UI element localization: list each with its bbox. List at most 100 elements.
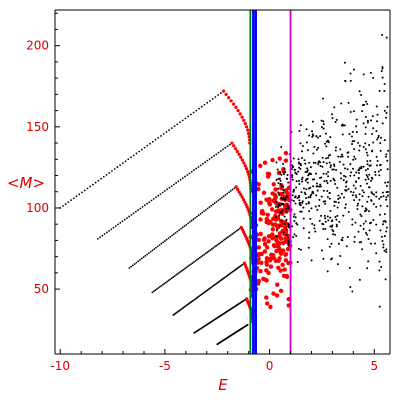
- black-cloud-point: [341, 236, 344, 239]
- black-branch-point: [195, 167, 198, 170]
- black-branch-point: [111, 170, 113, 172]
- black-cloud-point: [339, 155, 342, 158]
- black-branch-point: [185, 266, 188, 269]
- red-cloud-point: [276, 265, 281, 270]
- black-cloud-point: [362, 145, 365, 148]
- black-cloud-point: [339, 172, 342, 175]
- black-cloud-point: [295, 234, 298, 237]
- red-cloud-point: [266, 239, 271, 244]
- black-cloud-point: [361, 189, 364, 192]
- black-branch-point: [132, 212, 135, 215]
- red-cloud-point: [256, 186, 261, 192]
- black-cloud-point: [322, 97, 325, 100]
- black-cloud-point: [337, 155, 340, 158]
- black-cloud-point: [369, 119, 372, 122]
- black-branch-point: [178, 229, 181, 232]
- black-branch-point: [170, 185, 173, 188]
- black-branch-point: [169, 278, 172, 281]
- black-branch-point: [175, 182, 177, 184]
- black-cloud-point: [291, 164, 294, 167]
- black-cloud-point: [378, 89, 381, 92]
- black-branch-point: [133, 263, 136, 265]
- red-arc-point: [229, 99, 233, 103]
- black-cloud-point: [315, 148, 318, 151]
- red-cloud-point: [266, 171, 272, 177]
- black-branch-point: [226, 145, 229, 148]
- black-cloud-point: [326, 139, 329, 142]
- red-arc-point: [244, 167, 249, 171]
- black-branch-point: [159, 193, 162, 196]
- red-cloud-point: [274, 293, 280, 298]
- black-cloud-point: [280, 197, 283, 200]
- red-arc-point: [236, 187, 240, 192]
- black-branch-point: [158, 244, 161, 246]
- black-cloud-point: [344, 175, 347, 178]
- black-cloud-point: [298, 166, 301, 169]
- black-cloud-point: [334, 183, 337, 186]
- black-cloud-point: [371, 115, 374, 118]
- black-cloud-point: [299, 124, 302, 127]
- black-branch-point: [204, 208, 207, 211]
- black-cloud-point: [381, 191, 384, 194]
- black-branch-point: [139, 207, 142, 210]
- black-cloud-point: [328, 245, 331, 248]
- black-cloud-point: [381, 76, 384, 79]
- red-arc-point: [232, 144, 236, 148]
- black-cloud-point: [301, 157, 304, 160]
- black-cloud-point: [347, 155, 350, 158]
- black-cloud-point: [275, 229, 278, 232]
- black-cloud-point: [366, 163, 369, 166]
- black-branch-point: [67, 201, 70, 204]
- black-cloud-point: [328, 197, 331, 200]
- black-cloud-point: [292, 157, 295, 160]
- black-branch-point: [100, 177, 102, 180]
- black-cloud-point: [374, 171, 377, 174]
- data-marks: [59, 33, 390, 346]
- black-cloud-point: [322, 120, 325, 123]
- black-cloud-point: [346, 236, 349, 239]
- black-cloud-point: [354, 180, 357, 183]
- black-branch-point: [155, 196, 157, 199]
- red-cloud-point: [275, 282, 280, 287]
- black-branch-point: [102, 175, 105, 178]
- red-arc-point: [230, 141, 234, 145]
- black-cloud-point: [369, 71, 372, 74]
- black-cloud-point: [366, 160, 369, 163]
- black-cloud-point: [336, 206, 339, 209]
- red-cloud-point: [276, 258, 281, 264]
- black-cloud-point: [386, 190, 389, 193]
- black-cloud-point: [375, 191, 378, 194]
- red-cloud-point: [262, 241, 268, 247]
- black-branch-point: [224, 194, 227, 196]
- black-cloud-point: [358, 198, 361, 201]
- black-cloud-point: [330, 258, 333, 261]
- black-branch-point: [210, 204, 213, 207]
- black-branch-point: [78, 193, 81, 196]
- black-cloud-point: [283, 168, 286, 171]
- black-cloud-point: [342, 179, 345, 182]
- black-branch-point: [154, 289, 157, 292]
- black-cloud-point: [318, 219, 321, 222]
- red-cloud-point: [285, 246, 291, 252]
- black-cloud-point: [375, 155, 378, 158]
- red-arc-point: [238, 112, 242, 116]
- black-cloud-point: [385, 153, 388, 156]
- black-cloud-point: [319, 165, 322, 168]
- red-cloud-point: [277, 246, 282, 251]
- black-cloud-point: [353, 235, 356, 238]
- black-cloud-point: [293, 233, 296, 236]
- black-cloud-point: [308, 172, 311, 175]
- black-branch-point: [176, 273, 179, 275]
- black-cloud-point: [312, 152, 315, 155]
- red-cloud-point: [286, 260, 291, 266]
- red-arc-point: [233, 147, 238, 151]
- black-cloud-point: [321, 156, 324, 159]
- black-branch-point: [169, 235, 172, 238]
- black-cloud-point: [317, 146, 320, 149]
- black-cloud-point: [340, 124, 343, 127]
- black-branch-point: [228, 235, 231, 237]
- black-cloud-point: [352, 158, 355, 161]
- black-cloud-point: [307, 174, 310, 177]
- x-tick-label: -10: [50, 359, 70, 373]
- black-branch-point: [188, 221, 191, 223]
